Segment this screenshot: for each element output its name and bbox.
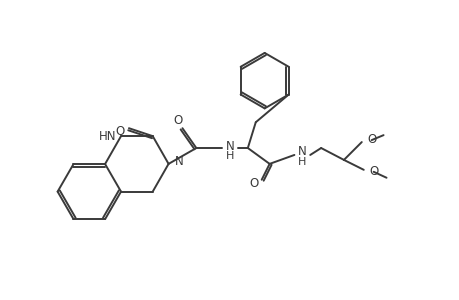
Text: N: N <box>174 155 183 168</box>
Text: O: O <box>174 114 183 127</box>
Text: H: H <box>225 151 234 161</box>
Text: O: O <box>369 165 378 178</box>
Text: N: N <box>297 146 306 158</box>
Text: N: N <box>225 140 234 152</box>
Text: H: H <box>297 157 306 167</box>
Text: HN: HN <box>98 130 116 142</box>
Text: O: O <box>249 177 258 190</box>
Text: O: O <box>367 133 376 146</box>
Text: O: O <box>115 125 124 138</box>
